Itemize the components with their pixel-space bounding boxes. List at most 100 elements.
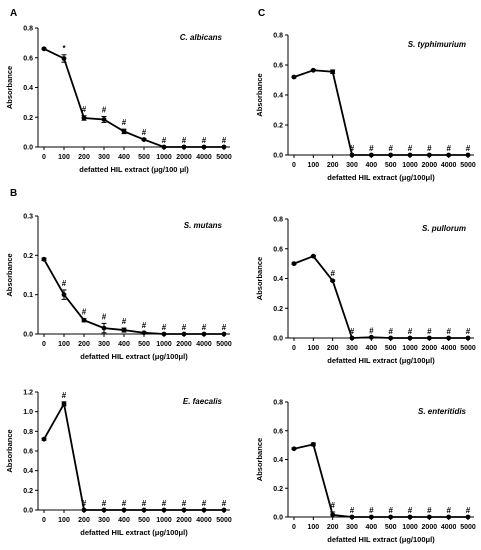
x-tick-label: 500 xyxy=(385,162,397,169)
data-point xyxy=(368,514,374,520)
y-tick-label: 0.0 xyxy=(273,515,283,522)
x-tick-label: 200 xyxy=(78,154,90,161)
x-tick-label: 1000 xyxy=(156,154,172,161)
x-tick-label: 300 xyxy=(346,345,358,352)
y-tick-label: 0.8 xyxy=(23,429,33,436)
y-tick-label: 0.2 xyxy=(273,486,283,493)
data-point xyxy=(407,514,413,520)
x-tick-label: 0 xyxy=(42,517,46,524)
significance-marker: # xyxy=(222,323,227,332)
significance-marker: # xyxy=(350,506,355,515)
chart-title: S. mutans xyxy=(184,221,223,230)
x-tick-label: 500 xyxy=(385,524,397,531)
significance-marker: # xyxy=(102,106,107,115)
data-point xyxy=(61,401,67,407)
data-point xyxy=(81,317,87,323)
x-tick-label: 300 xyxy=(346,524,358,531)
x-tick-label: 200 xyxy=(327,524,339,531)
chart-4: 0.0 0.2 0.4 0.6 0.8 0 100 200 300 400 500 1000 2000 4… xyxy=(255,217,476,366)
y-axis-label: Absorbance xyxy=(5,429,14,472)
data-point xyxy=(101,117,107,122)
y-tick-label: 0.8 xyxy=(23,26,33,33)
x-tick-label: 400 xyxy=(365,524,377,531)
chart-title: S. pullorum xyxy=(422,224,466,233)
x-tick-label: 400 xyxy=(118,341,130,348)
x-tick-label: 5000 xyxy=(460,524,476,531)
x-tick-label: 500 xyxy=(138,517,150,524)
significance-marker: # xyxy=(369,326,374,335)
data-point xyxy=(181,144,187,150)
significance-marker: # xyxy=(369,144,374,153)
significance-marker: # xyxy=(62,391,67,400)
data-point xyxy=(330,69,336,75)
chart-5: 0.0 0.2 0.4 0.6 0.8 0 100 200 300 400 500 1000 2000 4… xyxy=(255,400,476,545)
y-tick-label: 0.8 xyxy=(273,33,283,40)
x-tick-label: 2000 xyxy=(422,524,438,531)
chart-title: S. typhimurium xyxy=(408,40,466,49)
series-line xyxy=(293,443,468,518)
series-line xyxy=(43,258,224,335)
significance-marker: # xyxy=(202,499,207,508)
x-tick-label: 2000 xyxy=(422,162,438,169)
y-tick-label: 0.0 xyxy=(273,336,283,343)
y-tick-label: 1.2 xyxy=(23,390,33,397)
significance-marker: # xyxy=(162,136,167,145)
data-point xyxy=(330,512,336,518)
y-axis-label: Absorbance xyxy=(255,73,264,116)
data-point xyxy=(81,115,87,121)
significance-marker: # xyxy=(427,327,432,336)
x-tick-label: 1000 xyxy=(156,341,172,348)
data-point xyxy=(201,144,207,150)
data-point xyxy=(121,128,127,134)
data-point xyxy=(201,507,207,513)
data-point xyxy=(41,256,47,262)
y-tick-label: 0.6 xyxy=(273,428,283,435)
x-tick-label: 4000 xyxy=(441,345,457,352)
chart-title: S. enteritidis xyxy=(418,407,467,416)
data-point xyxy=(310,442,316,447)
y-tick-label: 0.4 xyxy=(273,457,283,464)
x-tick-label: 200 xyxy=(327,345,339,352)
data-point xyxy=(446,514,452,520)
chart-title: E. faecalis xyxy=(183,397,223,406)
data-point xyxy=(101,325,107,331)
data-point xyxy=(465,335,471,341)
y-tick-label: 0.6 xyxy=(23,55,33,62)
data-point xyxy=(61,292,67,298)
data-point xyxy=(426,152,432,158)
x-tick-label: 0 xyxy=(42,341,46,348)
x-tick-label: 1000 xyxy=(156,517,172,524)
significance-marker: # xyxy=(466,327,471,336)
data-point xyxy=(310,253,316,259)
data-point xyxy=(81,507,87,513)
x-tick-label: 200 xyxy=(78,341,90,348)
y-tick-label: 0.0 xyxy=(23,145,33,152)
significance-marker: * xyxy=(62,44,66,53)
series-line xyxy=(293,255,468,339)
significance-marker: # xyxy=(102,499,107,508)
data-point xyxy=(181,507,187,513)
x-tick-label: 300 xyxy=(98,341,110,348)
panel-label-c: C xyxy=(258,8,265,19)
x-tick-label: 500 xyxy=(138,154,150,161)
x-tick-label: 100 xyxy=(58,517,70,524)
x-tick-label: 500 xyxy=(138,341,150,348)
y-tick-label: 0.2 xyxy=(273,306,283,313)
chart-title: C. albicans xyxy=(180,33,223,42)
y-tick-label: 1.0 xyxy=(23,409,33,416)
data-point xyxy=(349,152,355,158)
significance-marker: # xyxy=(388,144,393,153)
x-tick-label: 200 xyxy=(327,162,339,169)
x-tick-label: 0 xyxy=(42,154,46,161)
y-tick-label: 0.3 xyxy=(23,214,33,221)
y-tick-label: 0.6 xyxy=(23,449,33,456)
x-tick-label: 0 xyxy=(292,524,296,531)
data-point xyxy=(388,335,394,341)
data-point xyxy=(141,507,147,513)
series-line xyxy=(293,69,468,156)
x-tick-label: 5000 xyxy=(216,517,232,524)
significance-marker: # xyxy=(408,506,413,515)
x-tick-label: 0 xyxy=(292,162,296,169)
x-tick-label: 1000 xyxy=(402,162,418,169)
significance-marker: # xyxy=(446,327,451,336)
